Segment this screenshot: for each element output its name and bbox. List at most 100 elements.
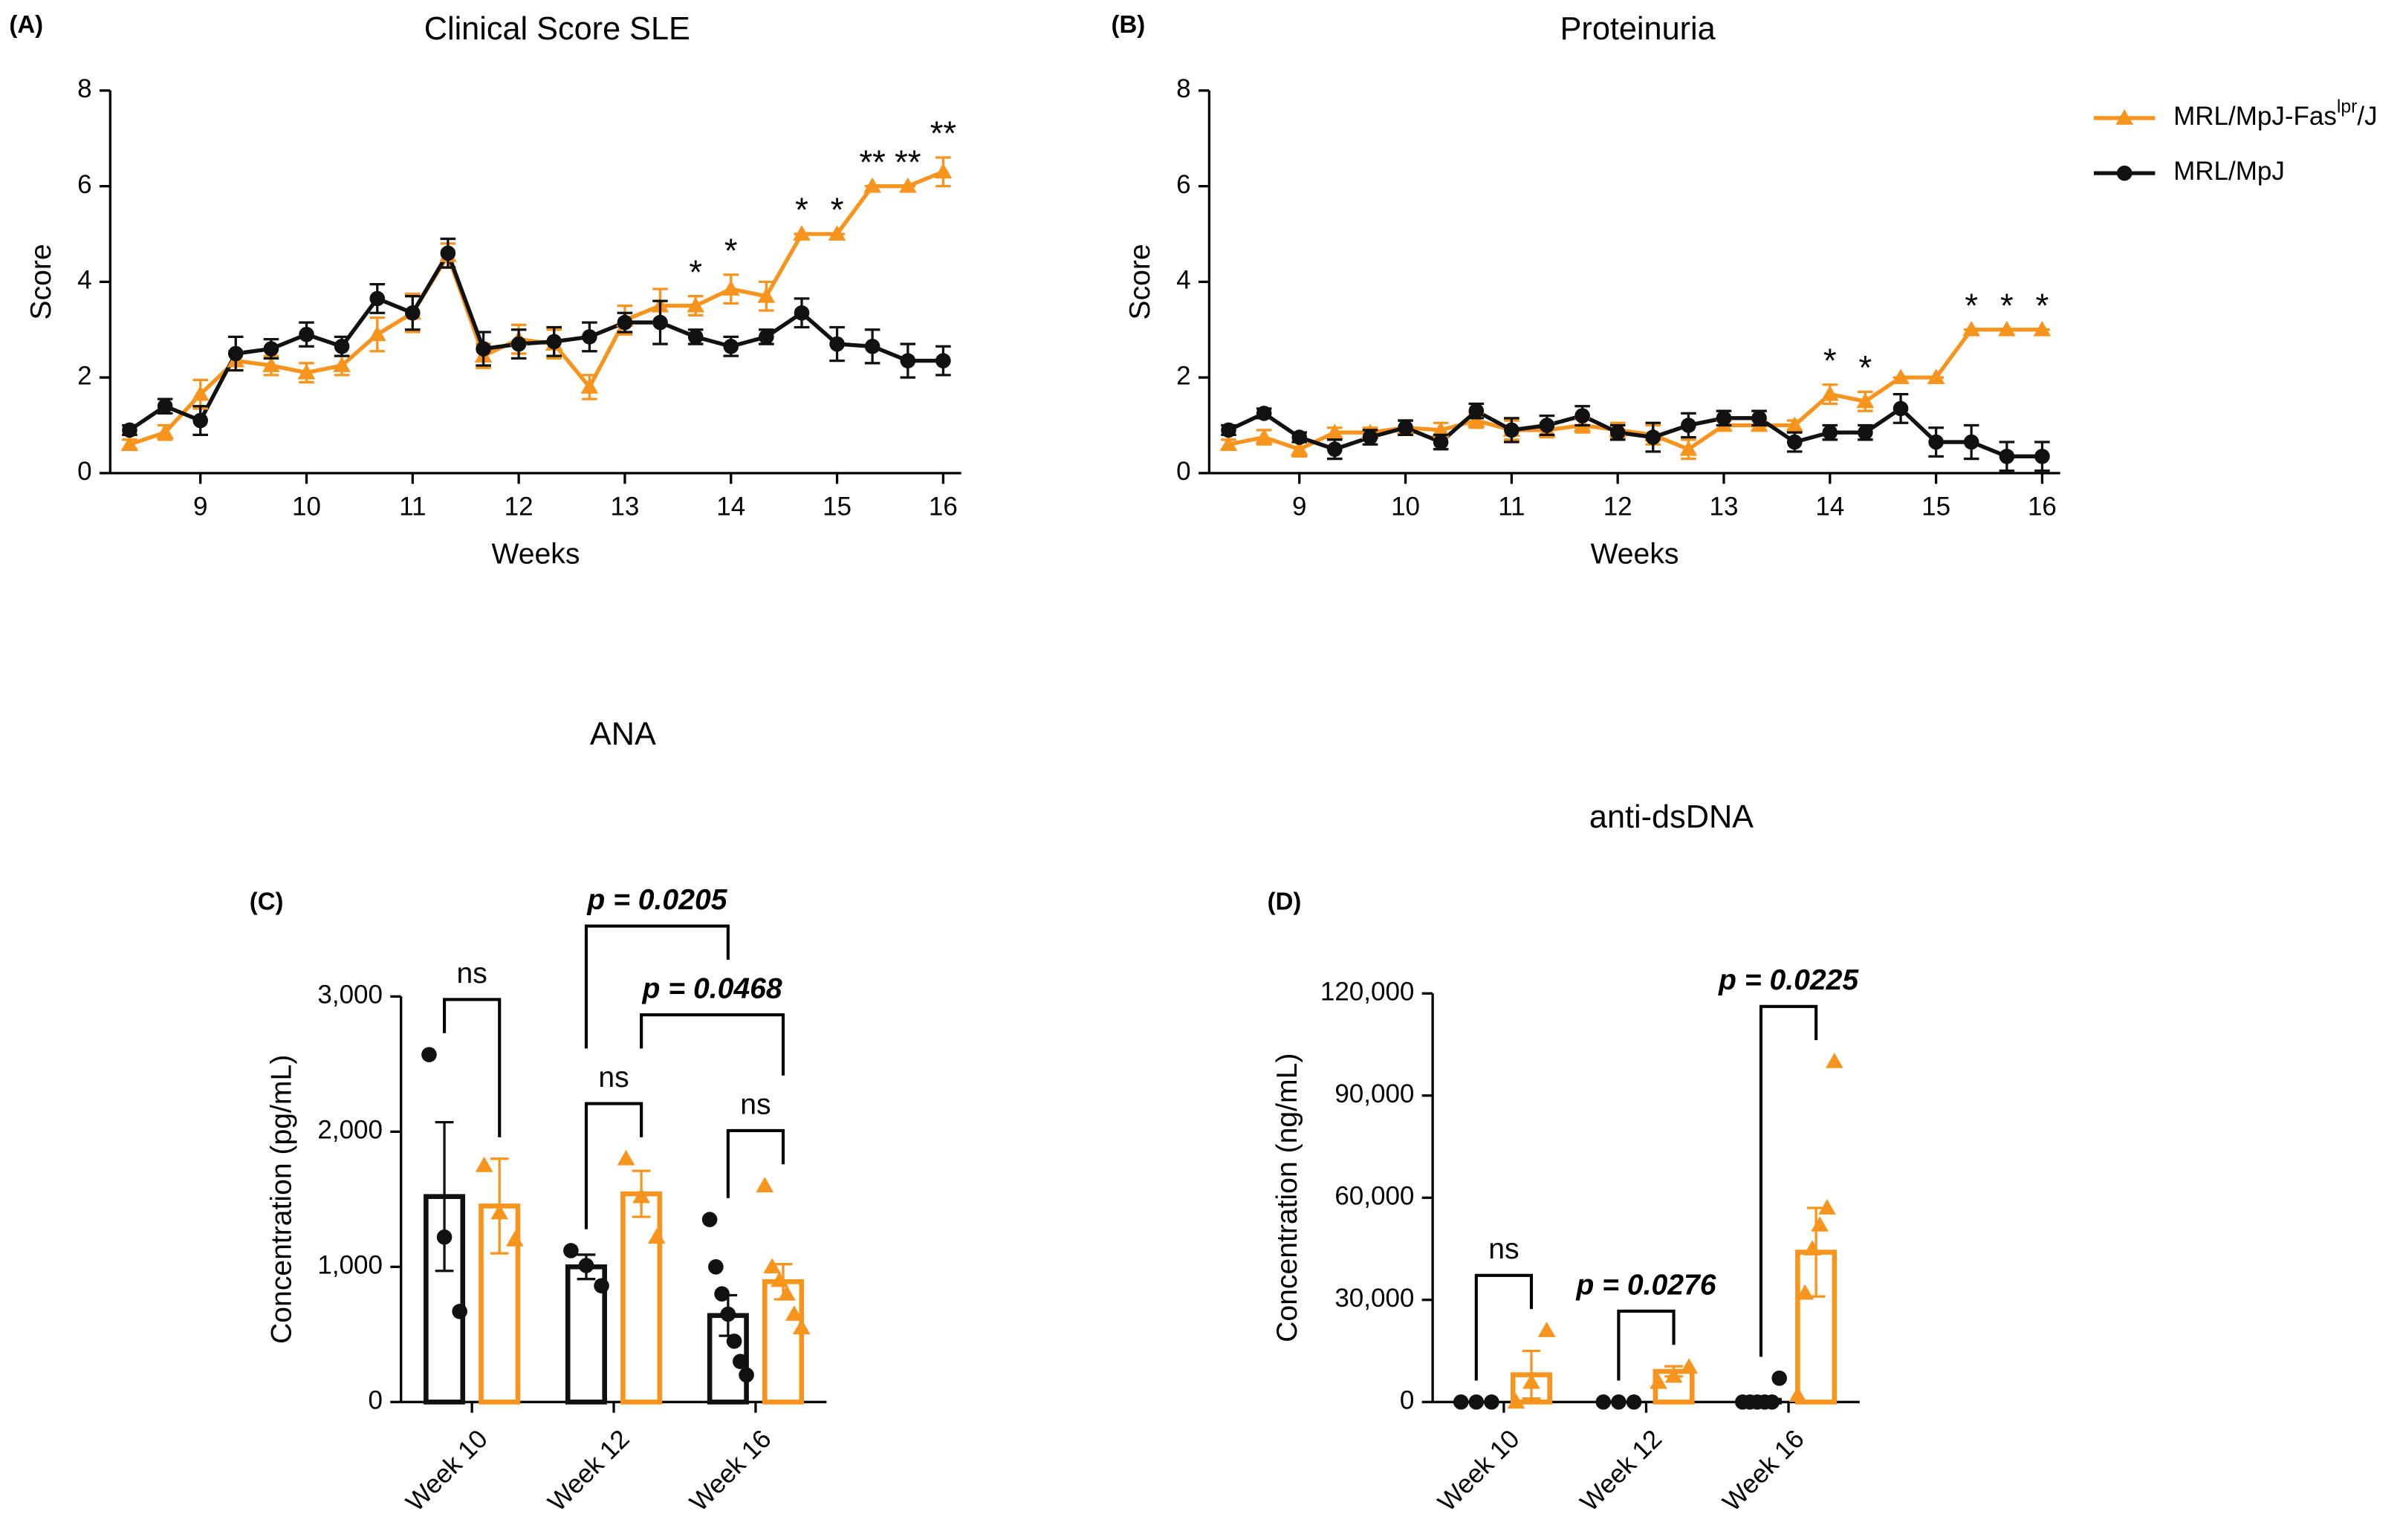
marker — [452, 1304, 467, 1319]
marker — [436, 1229, 453, 1245]
marker — [726, 1333, 742, 1349]
marker — [1290, 440, 1308, 456]
marker — [863, 177, 881, 193]
x-tick-label: Week 10 — [1433, 1424, 1525, 1517]
marker — [2034, 449, 2050, 464]
x-tick-label: 12 — [505, 492, 533, 521]
significance-label: * — [795, 191, 808, 229]
significance-bracket — [640, 1013, 785, 1076]
marker — [1998, 320, 2016, 337]
marker — [368, 325, 386, 342]
legend-label: MRL/MpJ-Faslpr/J — [2173, 97, 2377, 131]
marker — [1595, 1394, 1612, 1410]
marker — [701, 1212, 718, 1227]
x-tick-label: 16 — [929, 492, 958, 521]
marker — [1433, 434, 1449, 450]
marker — [2116, 165, 2133, 181]
significance-bracket — [726, 1128, 785, 1198]
significance-bracket — [1617, 1309, 1676, 1381]
marker — [1811, 1216, 1829, 1232]
marker — [2115, 109, 2134, 125]
marker — [1522, 1373, 1540, 1389]
significance-label: * — [2000, 287, 2014, 325]
marker — [297, 363, 316, 380]
marker — [1927, 368, 1945, 385]
x-tick-label: 10 — [1391, 492, 1420, 521]
y-axis-title: Score — [1124, 244, 1156, 319]
marker — [1856, 392, 1875, 409]
marker — [1291, 429, 1308, 445]
marker — [739, 1367, 754, 1383]
y-tick-label: 1,000 — [317, 1251, 383, 1280]
marker — [1858, 424, 1873, 441]
marker — [1432, 421, 1450, 437]
marker — [1786, 434, 1803, 450]
significance-label: ns — [740, 1088, 771, 1120]
marker — [1681, 418, 1696, 433]
x-tick-label: 16 — [2028, 492, 2057, 521]
x-tick-label: 9 — [1292, 492, 1306, 521]
marker — [1796, 1284, 1814, 1300]
marker — [1221, 422, 1236, 438]
marker — [156, 423, 174, 440]
legend-name: MRL/MpJ — [2173, 157, 2285, 186]
marker — [647, 1228, 666, 1244]
y-tick-label: 3,000 — [317, 981, 383, 1010]
panel-label: (A) — [9, 10, 43, 38]
marker — [792, 1319, 811, 1335]
significance-label: ** — [930, 114, 956, 152]
chart-title: anti-dsDNA — [1589, 799, 1754, 835]
marker — [1822, 424, 1838, 441]
marker — [227, 345, 244, 362]
x-tick-label: Week 10 — [400, 1424, 493, 1517]
marker — [720, 1306, 736, 1322]
series-line — [129, 169, 944, 446]
series-line — [128, 248, 944, 432]
marker — [864, 338, 880, 354]
marker — [1326, 423, 1344, 440]
marker — [1453, 1394, 1469, 1410]
marker — [405, 305, 421, 321]
y-tick-label: 90,000 — [1334, 1079, 1414, 1108]
marker — [733, 1354, 748, 1369]
marker — [2033, 320, 2052, 337]
y-tick-label: 120,000 — [1320, 978, 1415, 1007]
legend-label: MRL/MpJ — [2173, 157, 2285, 186]
marker — [1826, 1053, 1843, 1068]
marker — [1468, 1394, 1485, 1410]
marker — [1504, 422, 1520, 438]
panel-label: (B) — [1112, 10, 1146, 38]
x-tick-label: Week 16 — [1717, 1424, 1810, 1517]
marker — [1256, 406, 1272, 421]
chart-title: Proteinuria — [1560, 11, 1716, 47]
x-tick-label: Week 16 — [684, 1424, 777, 1517]
marker — [299, 326, 314, 342]
marker — [546, 334, 562, 350]
marker — [578, 1258, 594, 1273]
marker — [1892, 368, 1910, 385]
marker — [1398, 420, 1413, 436]
significance-label: * — [1859, 349, 1872, 387]
marker — [1963, 434, 1979, 450]
y-axis-title: Score — [25, 244, 57, 319]
marker — [1255, 428, 1274, 444]
significance-bracket — [1759, 1004, 1818, 1357]
x-tick-label: 14 — [716, 492, 745, 521]
marker — [1999, 449, 2015, 464]
marker — [793, 225, 811, 241]
marker — [1611, 1394, 1627, 1410]
marker — [708, 1258, 724, 1275]
y-tick-label: 4 — [77, 266, 91, 295]
y-tick-label: 2 — [1176, 361, 1190, 390]
marker — [1626, 1394, 1642, 1410]
x-tick-label: 15 — [823, 492, 852, 521]
y-tick-label: 0 — [369, 1386, 383, 1415]
legend-name: MRL/MpJ-Fas — [2173, 102, 2337, 131]
y-axis-title: Concentration (ng/mL) — [1271, 1053, 1303, 1342]
marker — [785, 1305, 803, 1321]
significance-label: * — [1965, 287, 1978, 325]
marker — [1786, 416, 1804, 432]
marker — [510, 336, 527, 352]
marker — [1650, 1373, 1667, 1389]
marker — [490, 1203, 509, 1220]
